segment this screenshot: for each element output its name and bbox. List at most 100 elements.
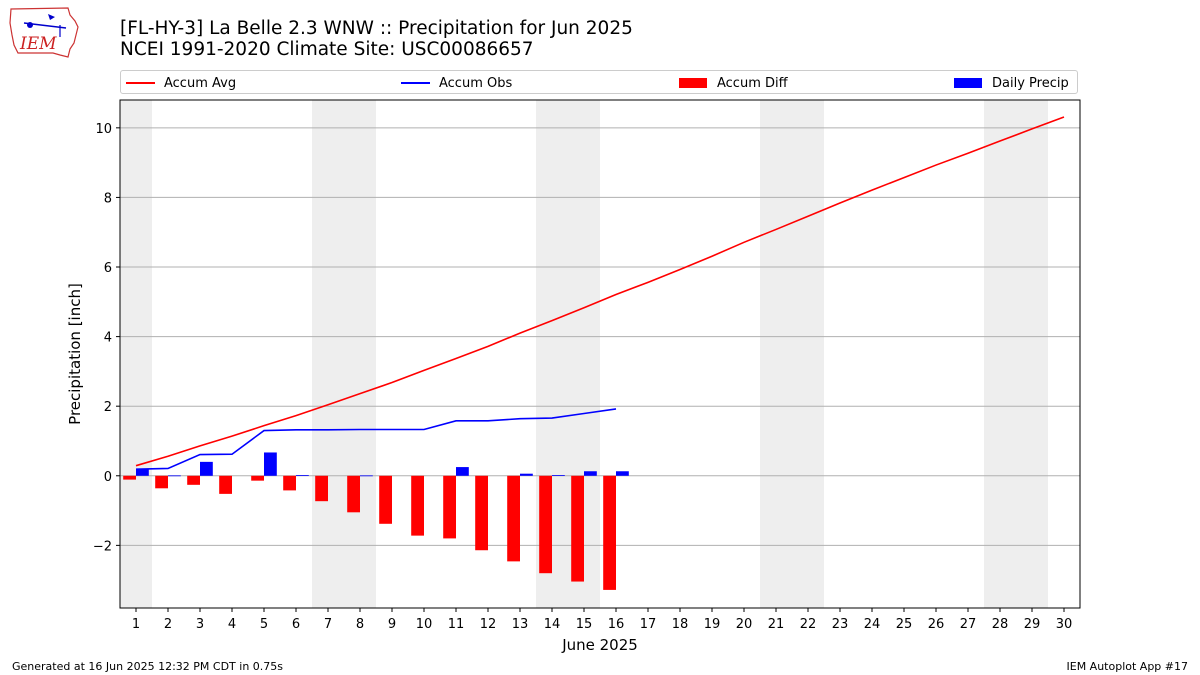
y-tick-label: 6 [104,261,112,276]
x-tick-label: 24 [864,617,881,632]
iowa-outline-shape [9,7,79,58]
accum-diff-bar [347,475,360,513]
daily-precip-bar [136,469,149,476]
footer-generated-text: Generated at 16 Jun 2025 12:32 PM CDT in… [12,660,284,673]
accum-diff-bar [603,475,616,590]
legend-item-accum-diff: Accum Diff [679,74,788,92]
accum-diff-bar [571,475,584,582]
x-tick-label: 25 [896,617,913,632]
accum-diff-bar [251,475,264,481]
x-tick-label: 19 [704,617,721,632]
accum-diff-bar [187,475,200,485]
daily-precip-bar [168,475,181,477]
y-tick-label: 2 [104,400,112,415]
x-tick-label: 1 [132,617,140,632]
x-tick-label: 30 [1056,617,1073,632]
legend-label-accum-obs: Accum Obs [439,75,513,91]
accum-diff-bar [443,475,456,539]
x-tick-label: 20 [736,617,753,632]
accum-diff-bar [123,475,136,480]
x-tick-label: 5 [260,617,268,632]
weekend-shade [1016,100,1048,608]
daily-precip-bar [552,475,565,476]
y-tick-label: 0 [104,470,112,485]
accum-diff-bar [539,475,552,574]
footer-app-text: IEM Autoplot App #17 [1066,660,1189,673]
accum-diff-bar [283,475,296,491]
weekend-shade [344,100,376,608]
legend-item-accum-avg: Accum Avg [126,74,236,92]
x-tick-label: 2 [164,617,172,632]
accum-diff-bar [315,475,328,502]
x-tick-label: 14 [544,617,561,632]
legend-label-daily-precip: Daily Precip [992,75,1069,91]
x-tick-label: 23 [832,617,849,632]
accum-diff-bar [507,475,520,562]
x-tick-label: 22 [800,617,817,632]
x-tick-label: 7 [324,617,332,632]
chart-legend: Accum Avg Accum Obs Accum Diff Daily Pre… [120,70,1078,94]
title-line-1: [FL-HY-3] La Belle 2.3 WNW :: Precipitat… [120,18,633,39]
x-tick-label: 21 [768,617,785,632]
x-tick-label: 18 [672,617,689,632]
accum-avg-line [135,116,1065,467]
x-tick-label: 12 [480,617,497,632]
weekend-shade [760,100,792,608]
logo-text: IEM [19,34,57,54]
x-tick-label: 3 [196,617,204,632]
accum-diff-bar [475,475,488,551]
legend-item-daily-precip: Daily Precip [954,74,1069,92]
x-axis-label: June 2025 [561,636,638,654]
iem-logo: IEM [9,7,79,58]
daily-precip-bar [616,471,629,476]
x-tick-label: 13 [512,617,529,632]
y-tick-label: −2 [93,539,112,554]
chart-title: [FL-HY-3] La Belle 2.3 WNW :: Precipitat… [120,18,633,60]
daily-precip-bar [456,467,469,476]
daily-precip-bar [264,452,277,476]
x-tick-label: 8 [356,617,364,632]
accum-obs-line [135,408,617,470]
daily-precip-bar [360,475,373,477]
y-tick-label: 10 [95,122,112,137]
accum-diff-bar [155,475,168,489]
accum-diff-bar [411,475,424,536]
plot-frame [119,99,1081,609]
x-tick-label: 15 [576,617,593,632]
legend-item-accum-obs: Accum Obs [401,74,512,92]
y-axis-label: Precipitation [inch] [66,283,84,425]
x-tick-label: 10 [416,617,433,632]
y-tick-label: 4 [104,331,112,346]
x-tick-label: 26 [928,617,945,632]
x-tick-label: 11 [448,617,465,632]
accum-diff-bar [219,475,232,494]
weekend-shade [792,100,824,608]
x-tick-label: 6 [292,617,300,632]
legend-swatch-accum-obs [401,82,430,84]
accum-diff-bar [379,475,392,524]
x-tick-label: 17 [640,617,657,632]
x-tick-label: 29 [1024,617,1041,632]
title-line-2: NCEI 1991-2020 Climate Site: USC00086657 [120,39,534,60]
daily-precip-bar [584,471,597,476]
legend-swatch-daily-precip [954,78,982,88]
legend-swatch-accum-avg [126,82,155,84]
legend-label-accum-avg: Accum Avg [164,75,237,91]
x-tick-label: 27 [960,617,977,632]
x-tick-label: 28 [992,617,1009,632]
y-tick-label: 8 [104,191,112,206]
logo-station-dot [27,22,33,28]
daily-precip-bar [520,473,533,476]
legend-label-accum-diff: Accum Diff [717,75,788,91]
legend-swatch-accum-diff [679,78,707,88]
daily-precip-bar [200,461,213,476]
logo-flag-shape [48,14,55,20]
x-tick-label: 16 [608,617,625,632]
daily-precip-bar [296,475,309,476]
weekend-shade [984,100,1016,608]
x-tick-label: 4 [228,617,236,632]
weekend-shade [120,100,152,608]
x-tick-label: 9 [388,617,396,632]
weekend-shade [312,100,344,608]
